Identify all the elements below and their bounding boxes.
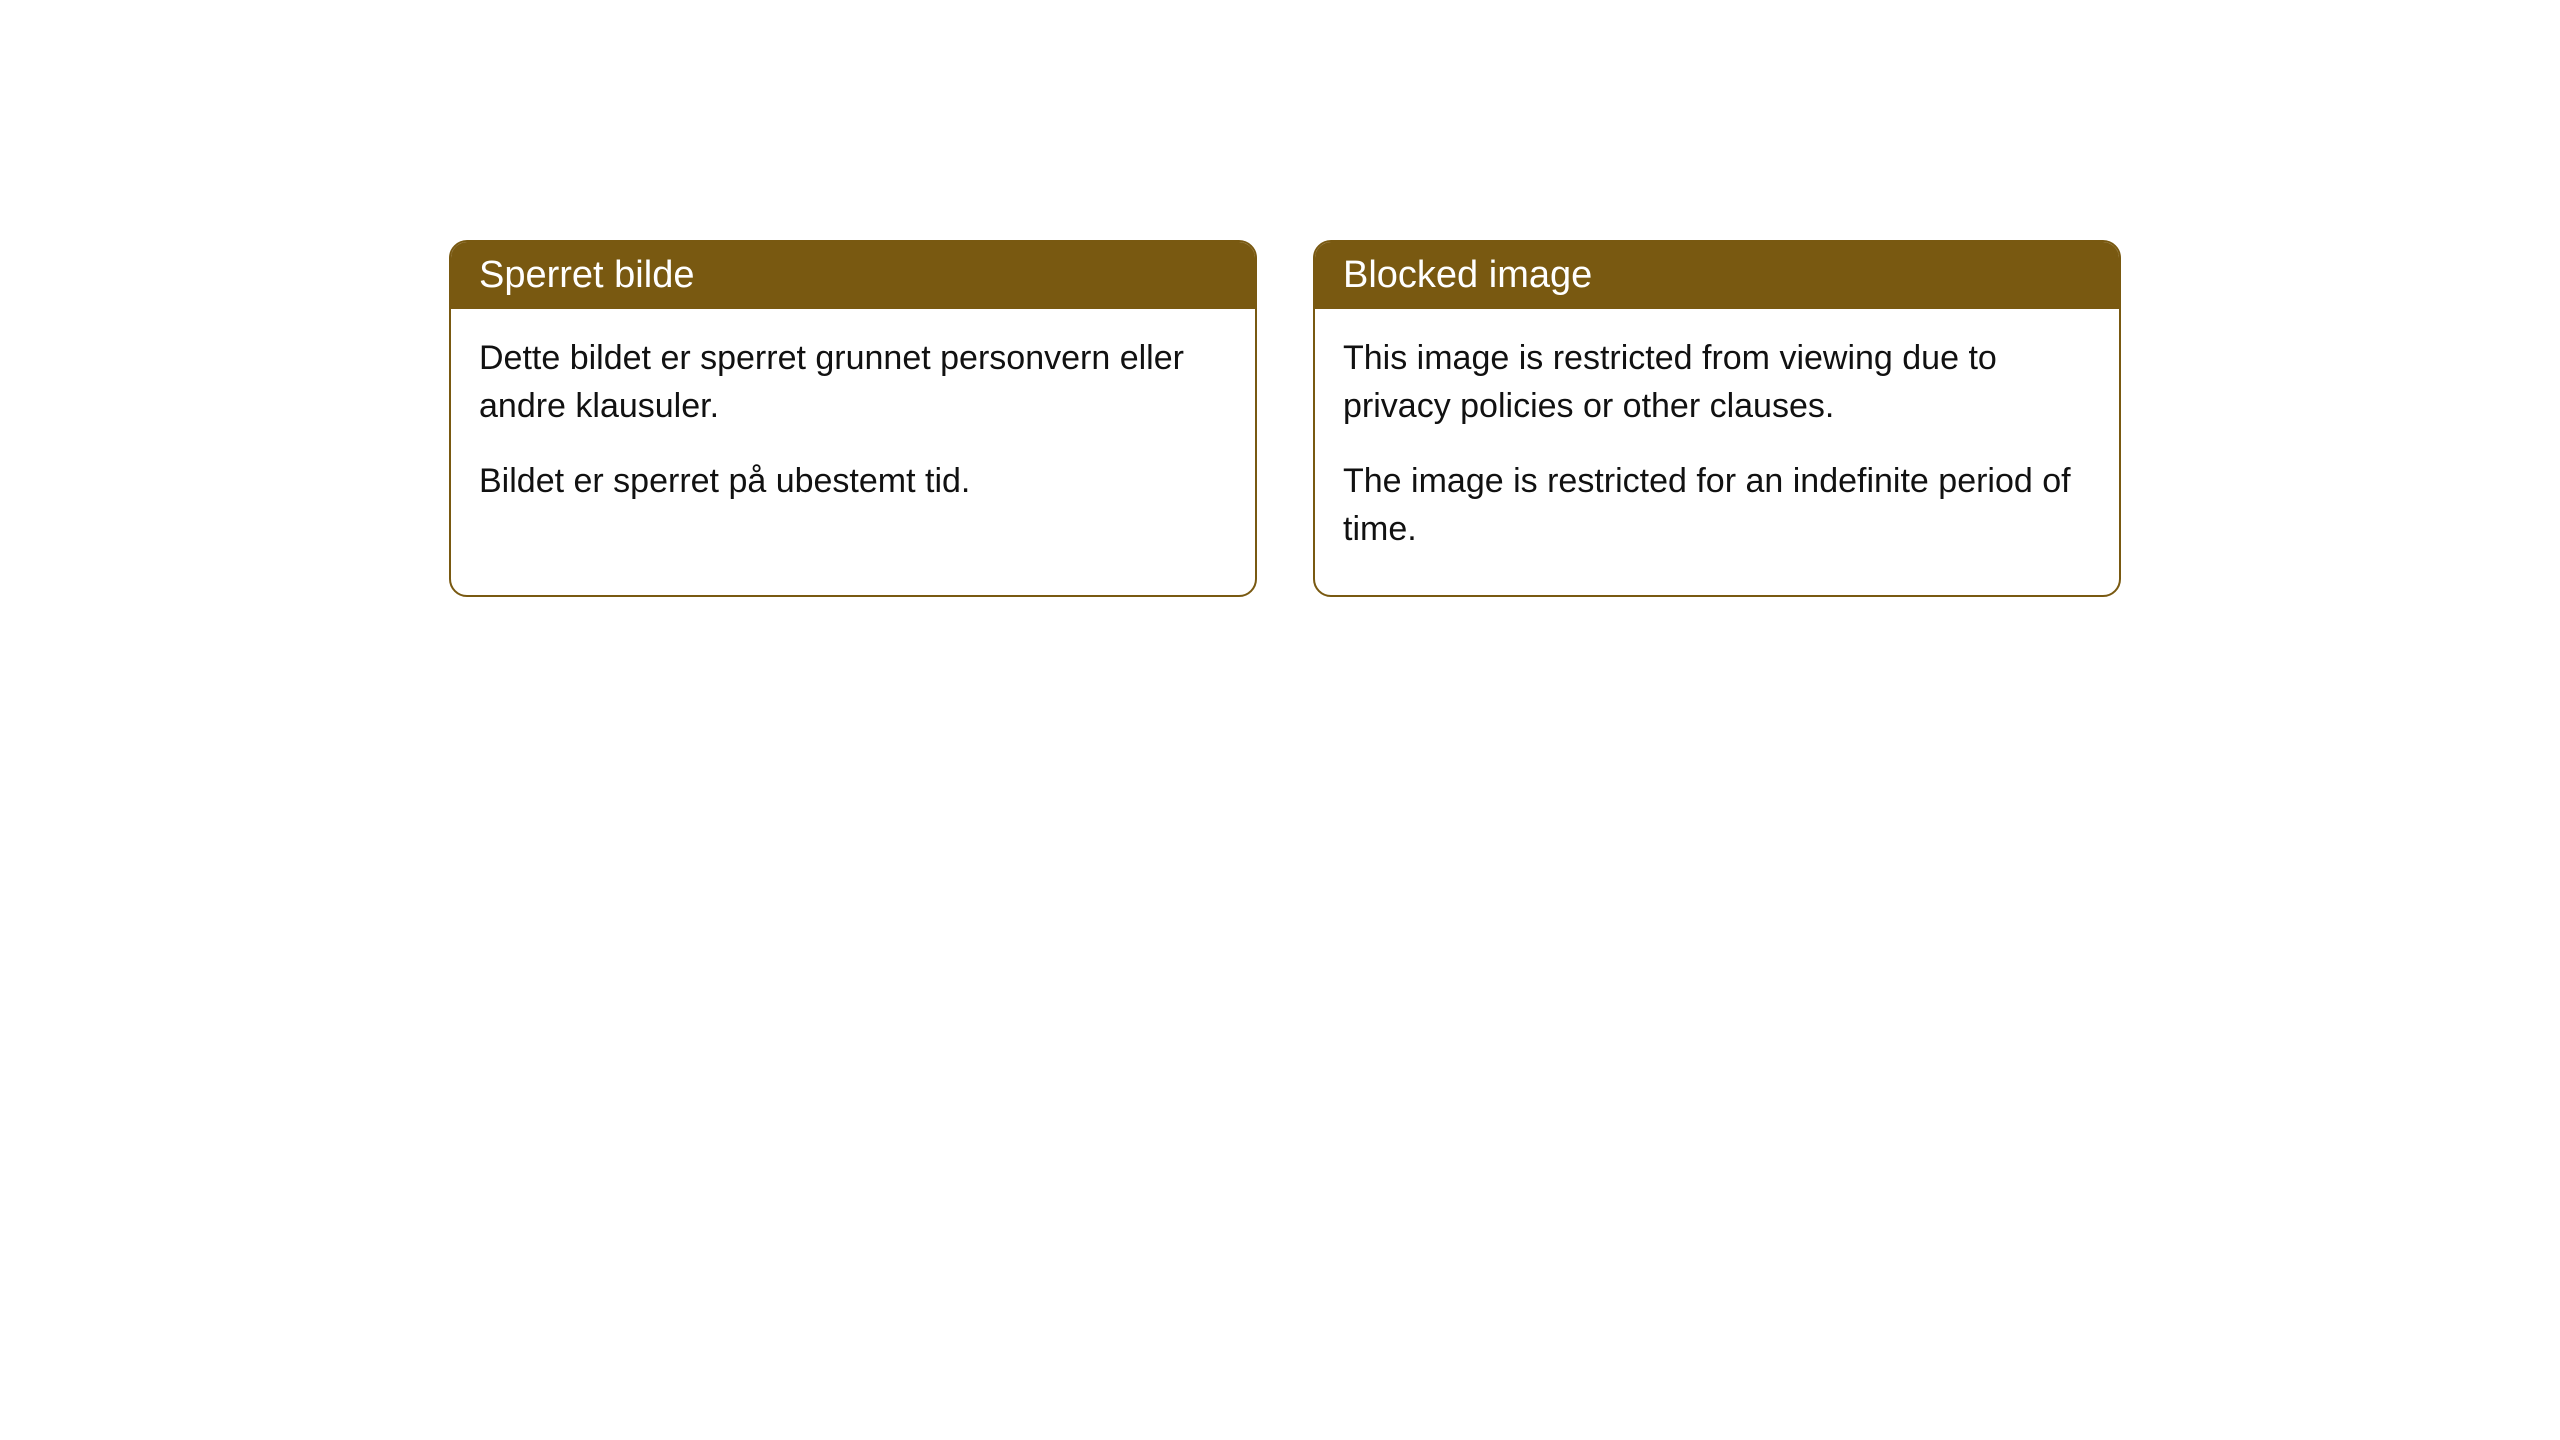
notice-cards-container: Sperret bilde Dette bildet er sperret gr… <box>449 240 2121 597</box>
card-title-no: Sperret bilde <box>479 254 694 296</box>
card-paragraph-2-en: The image is restricted for an indefinit… <box>1343 458 2091 553</box>
card-title-en: Blocked image <box>1343 254 1592 296</box>
blocked-image-card-no: Sperret bilde Dette bildet er sperret gr… <box>449 240 1257 597</box>
card-body-en: This image is restricted from viewing du… <box>1315 309 2119 595</box>
card-paragraph-2-no: Bildet er sperret på ubestemt tid. <box>479 458 1227 506</box>
card-body-no: Dette bildet er sperret grunnet personve… <box>451 309 1255 548</box>
card-paragraph-1-no: Dette bildet er sperret grunnet personve… <box>479 335 1227 430</box>
card-header-no: Sperret bilde <box>451 242 1255 309</box>
card-paragraph-1-en: This image is restricted from viewing du… <box>1343 335 2091 430</box>
card-header-en: Blocked image <box>1315 242 2119 309</box>
blocked-image-card-en: Blocked image This image is restricted f… <box>1313 240 2121 597</box>
